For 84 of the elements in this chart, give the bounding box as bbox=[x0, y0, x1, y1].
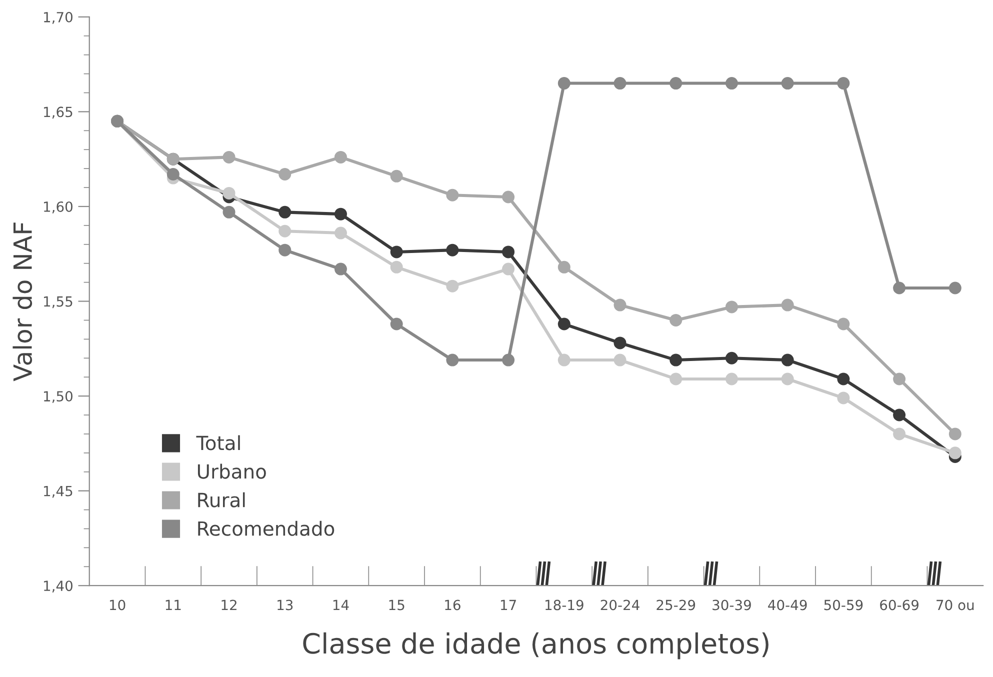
x-tick-label: 15 bbox=[389, 600, 404, 610]
x-tick-label: 17 bbox=[500, 600, 516, 610]
x-tick-label: 14 bbox=[333, 600, 349, 610]
legend-label: Rural bbox=[198, 492, 245, 508]
point bbox=[670, 77, 682, 90]
point bbox=[390, 246, 403, 258]
y-tick-label: 1,50 bbox=[44, 391, 72, 403]
x-tick-label: 30-39 bbox=[712, 600, 751, 610]
point bbox=[893, 372, 906, 386]
point bbox=[893, 408, 906, 422]
point bbox=[558, 354, 570, 366]
point bbox=[725, 372, 738, 386]
x-tick-label: 18-19 bbox=[545, 600, 584, 610]
point bbox=[558, 77, 570, 90]
y-tick-label: 1,55 bbox=[44, 296, 72, 308]
point bbox=[502, 246, 515, 258]
point bbox=[781, 372, 794, 386]
x-tick-label: 16 bbox=[445, 600, 460, 610]
point bbox=[446, 244, 459, 256]
point bbox=[614, 354, 626, 366]
point bbox=[390, 170, 403, 182]
point bbox=[446, 280, 459, 292]
point bbox=[614, 336, 626, 350]
x-tick-label: 40-49 bbox=[768, 600, 807, 610]
point bbox=[893, 282, 906, 294]
point bbox=[446, 354, 459, 366]
x-tick-label: 50-59 bbox=[824, 600, 863, 610]
point bbox=[334, 262, 347, 276]
point bbox=[614, 77, 626, 90]
point bbox=[670, 314, 682, 326]
point bbox=[725, 77, 738, 90]
point bbox=[670, 372, 682, 386]
x-axis-title: Classe de idade (anos completos) bbox=[303, 632, 768, 660]
point bbox=[278, 244, 292, 256]
point bbox=[670, 354, 682, 366]
point bbox=[222, 206, 236, 218]
point bbox=[725, 300, 738, 314]
point bbox=[837, 372, 850, 386]
x-tick-label: 13 bbox=[278, 600, 293, 610]
y-tick-label: 1,70 bbox=[44, 12, 72, 24]
point bbox=[614, 298, 626, 312]
y-tick-label: 1,40 bbox=[44, 580, 72, 592]
point bbox=[334, 150, 347, 164]
x-tick-label: 60-69 bbox=[880, 600, 918, 610]
point bbox=[948, 282, 962, 294]
point bbox=[334, 208, 347, 220]
point bbox=[502, 262, 515, 276]
point bbox=[390, 260, 403, 274]
x-tick-label: 12 bbox=[222, 600, 236, 610]
point bbox=[781, 354, 794, 366]
x-tick-label: 70 ou bbox=[936, 600, 974, 610]
point bbox=[278, 206, 292, 218]
point bbox=[558, 318, 570, 330]
point bbox=[222, 186, 236, 200]
legend-label: Recomendado bbox=[198, 520, 334, 536]
x-tick-label: 25-29 bbox=[656, 600, 696, 610]
point bbox=[837, 392, 850, 404]
point bbox=[948, 428, 962, 440]
y-tick-label: 1,60 bbox=[44, 201, 72, 214]
x-tick-label: 20-24 bbox=[600, 600, 640, 610]
y-tick-label: 1,45 bbox=[44, 486, 72, 498]
point bbox=[781, 77, 794, 90]
point bbox=[278, 168, 292, 181]
point bbox=[502, 190, 515, 204]
y-tick-label: 1,65 bbox=[44, 106, 72, 119]
x-tick-label: 10 bbox=[110, 600, 126, 610]
point bbox=[390, 318, 403, 330]
y-axis-title: Valor do NAF bbox=[12, 222, 32, 382]
point bbox=[446, 188, 459, 202]
point bbox=[278, 224, 292, 238]
point bbox=[334, 226, 347, 240]
x-tick-label: 11 bbox=[166, 600, 181, 610]
point bbox=[725, 352, 738, 364]
point bbox=[502, 354, 515, 366]
point bbox=[558, 260, 570, 274]
point bbox=[893, 428, 906, 440]
point bbox=[781, 298, 794, 312]
point bbox=[837, 318, 850, 330]
point bbox=[166, 168, 180, 181]
legend-label: Urbano bbox=[198, 464, 266, 479]
point bbox=[948, 446, 962, 460]
point bbox=[837, 77, 850, 90]
point bbox=[222, 150, 236, 164]
legend-label: Total bbox=[196, 435, 240, 450]
